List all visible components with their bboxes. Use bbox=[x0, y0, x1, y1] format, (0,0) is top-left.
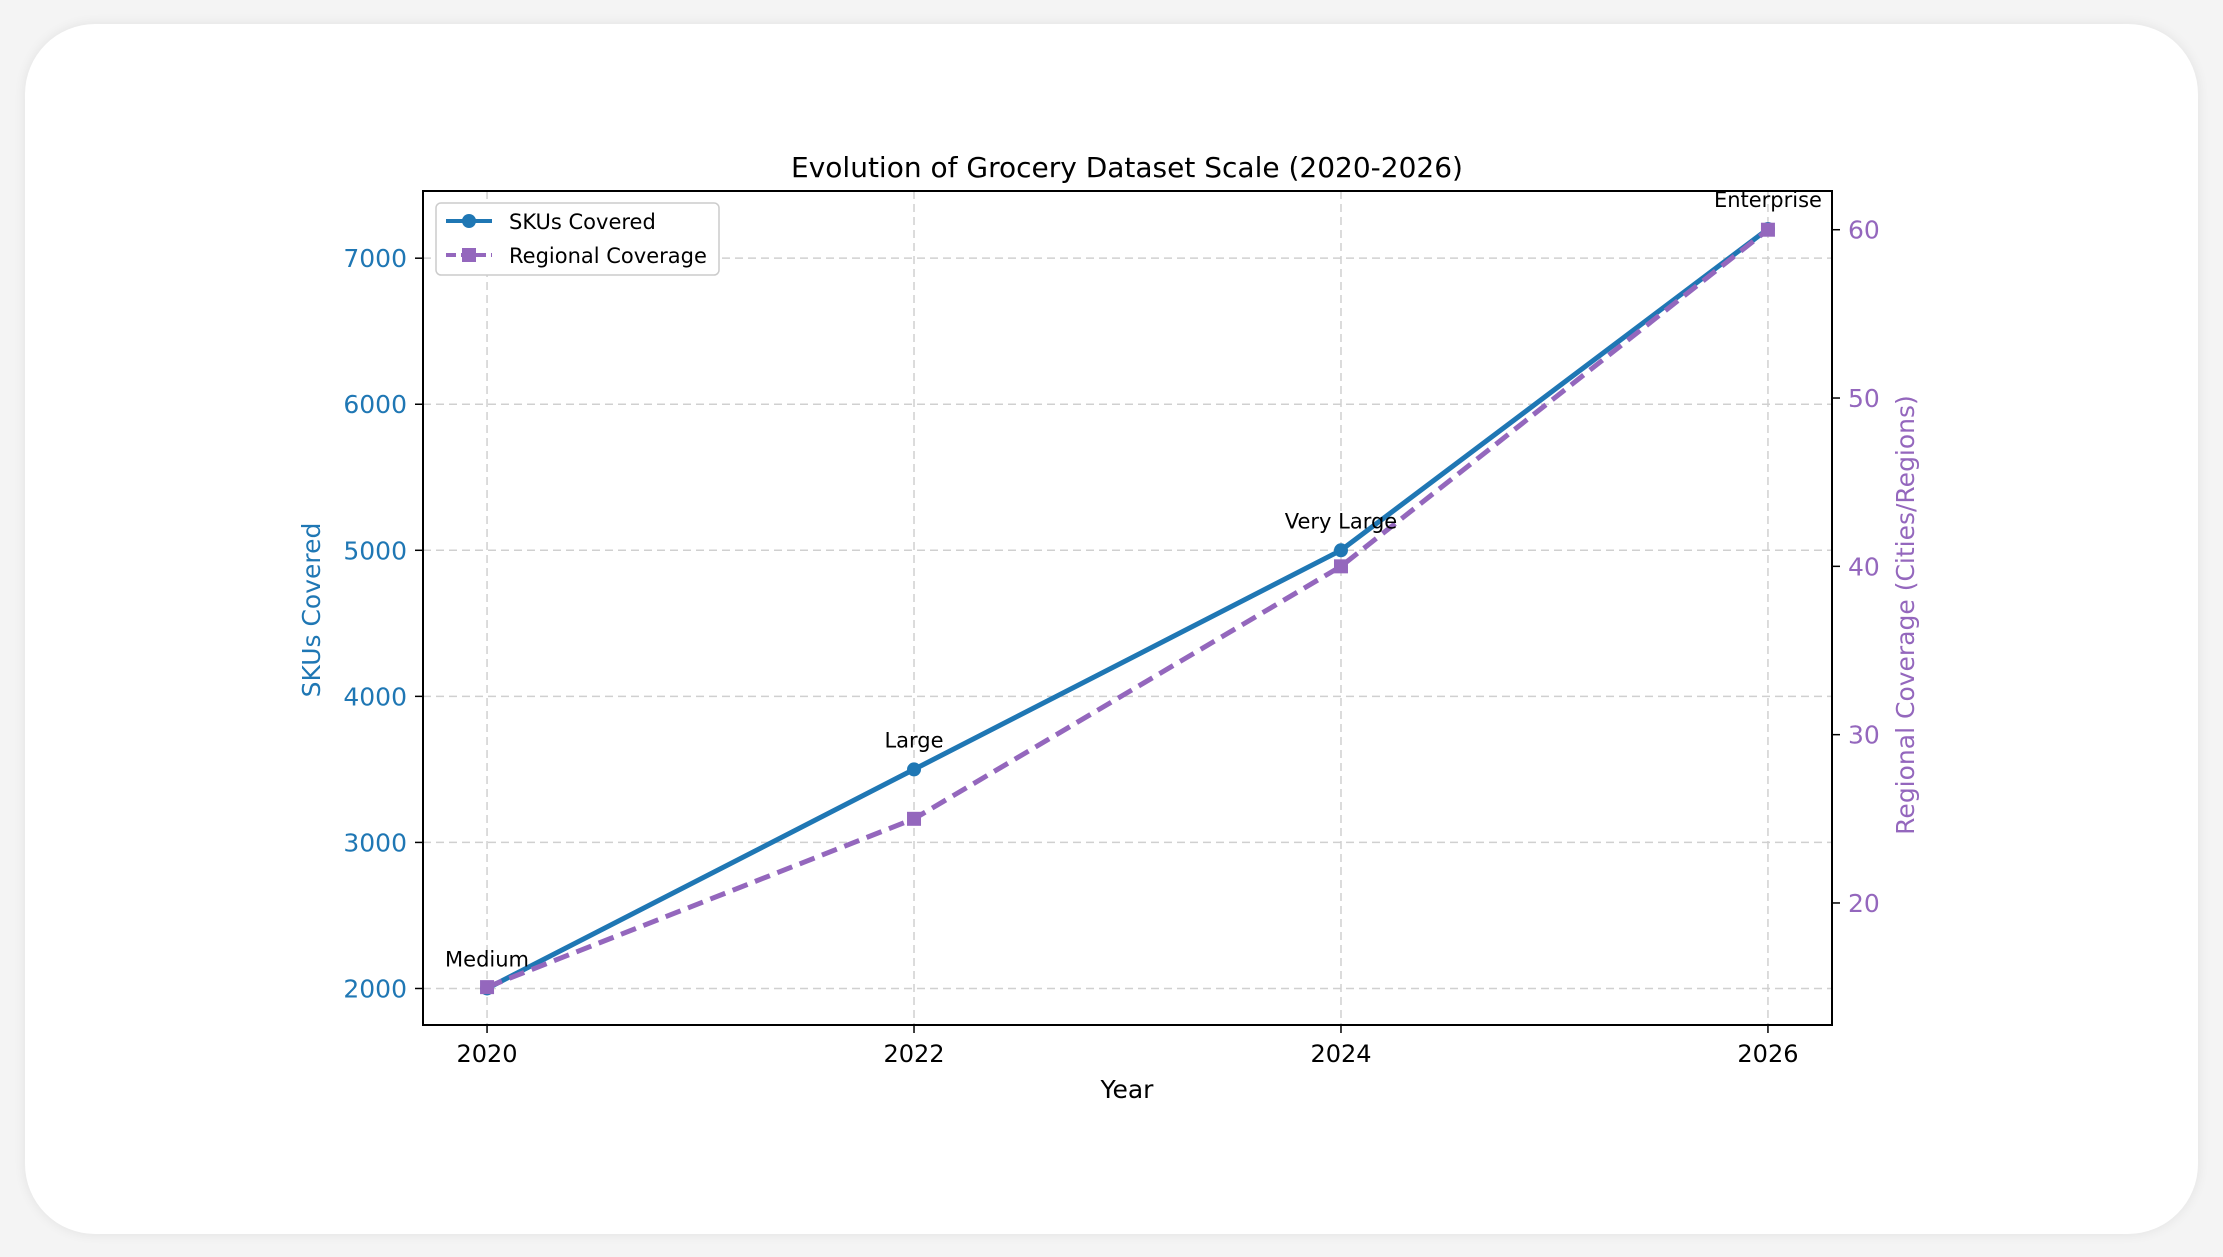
plot-frame bbox=[422, 190, 1833, 1026]
data-point-regional bbox=[1333, 559, 1348, 574]
x-tick-label: 2024 bbox=[1310, 1040, 1371, 1068]
y-tick-label: 7000 bbox=[343, 244, 407, 273]
legend-label-regional: Regional Coverage bbox=[509, 244, 707, 268]
y-axis-label: SKUs Covered bbox=[297, 523, 326, 698]
data-point-regional bbox=[907, 811, 922, 826]
y-tick-label: 2000 bbox=[343, 974, 407, 1003]
grid bbox=[423, 191, 1832, 1025]
series-line-skus bbox=[485, 226, 1770, 991]
point-annotation: Medium bbox=[445, 947, 529, 971]
legend: SKUs Covered Regional Coverage bbox=[435, 202, 720, 276]
y-tick-label: 5000 bbox=[343, 536, 407, 565]
data-point-regional bbox=[480, 980, 495, 995]
x-axis-label: Year bbox=[1100, 1075, 1155, 1104]
y2-tick-label: 20 bbox=[1848, 889, 1880, 918]
x-tick-label: 2020 bbox=[457, 1040, 518, 1068]
data-point-skus bbox=[907, 762, 922, 777]
x-tick-label: 2022 bbox=[883, 1040, 944, 1068]
y2-tick-label: 30 bbox=[1848, 721, 1880, 750]
axis-ticks: 2020 2022 2024 2026 2000 3000 4000 5000 6000 7000… bbox=[343, 216, 1879, 1068]
y-tick-label: 6000 bbox=[343, 390, 407, 419]
data-point-skus bbox=[1333, 543, 1348, 558]
y-tick-label: 3000 bbox=[343, 828, 407, 857]
series-line-regional bbox=[486, 227, 1770, 990]
x-tick-label: 2026 bbox=[1737, 1040, 1798, 1068]
y-tick-label: 4000 bbox=[343, 682, 407, 711]
point-annotation: Very Large bbox=[1285, 509, 1397, 533]
y2-tick-label: 40 bbox=[1848, 552, 1880, 581]
data-point-regional bbox=[1760, 222, 1775, 237]
legend-marker-regional bbox=[462, 248, 476, 262]
y2-tick-label: 50 bbox=[1848, 384, 1880, 413]
chart-card bbox=[25, 24, 2198, 1234]
legend-marker-skus bbox=[462, 214, 476, 228]
point-annotation: Large bbox=[884, 728, 943, 752]
chart-title: Evolution of Grocery Dataset Scale (2020… bbox=[791, 151, 1463, 184]
y2-axis-label: Regional Coverage (Cities/Regions) bbox=[1891, 395, 1920, 835]
legend-label-skus: SKUs Covered bbox=[509, 210, 656, 234]
y2-tick-label: 60 bbox=[1848, 216, 1880, 245]
legend-box bbox=[435, 202, 720, 276]
